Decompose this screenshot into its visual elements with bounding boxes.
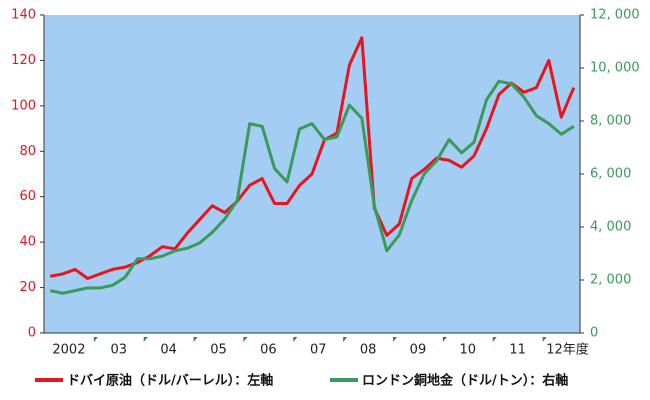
year-marker [243, 337, 248, 342]
legend-label: ロンドン銅地金（ドル/トン）：右軸 [362, 373, 568, 389]
y2-tick-label: 2, 000 [590, 273, 631, 288]
y-tick-label: 0 [28, 326, 36, 341]
x-tick-label: 09 [410, 343, 427, 358]
x-tick-label: 10 [460, 343, 477, 358]
year-marker [143, 337, 148, 342]
y2-tick-label: 12, 000 [590, 8, 640, 23]
x-tick-label: 04 [160, 343, 177, 358]
y-tick-label: 100 [11, 98, 36, 113]
year-marker [193, 337, 198, 342]
series-line [49, 79, 575, 295]
year-marker [293, 337, 298, 342]
legend-label: ドバイ原油（ドル/バーレル）：左軸 [67, 373, 273, 389]
x-tick-label: 03 [111, 343, 128, 358]
y2-tick-label: 0 [590, 326, 598, 341]
year-marker [343, 337, 348, 342]
year-marker [93, 337, 98, 342]
x-tick-label: 11 [509, 343, 526, 358]
y2-tick-label: 10, 000 [590, 61, 640, 76]
series-line [49, 36, 576, 280]
year-marker [542, 337, 547, 342]
x-tick-label: 05 [210, 343, 227, 358]
y2-tick-label: 6, 000 [590, 167, 631, 182]
x-tick-label: 12年度 [546, 342, 589, 358]
y-tick-label: 60 [19, 189, 36, 204]
x-tick-label: 08 [360, 343, 377, 358]
y2-tick-label: 4, 000 [590, 220, 631, 235]
y-tick-label: 120 [11, 53, 36, 68]
x-tick-label: 06 [260, 343, 277, 358]
y-tick-label: 20 [19, 280, 36, 295]
y-tick-label: 40 [19, 235, 36, 250]
year-marker [442, 337, 447, 342]
x-tick-label: 2002 [52, 343, 85, 358]
y-tick-label: 80 [19, 144, 36, 159]
year-marker [393, 337, 398, 342]
y-tick-label: 140 [11, 8, 36, 23]
x-tick-label: 07 [310, 343, 327, 358]
y2-tick-label: 8, 000 [590, 114, 631, 129]
year-marker [492, 337, 497, 342]
